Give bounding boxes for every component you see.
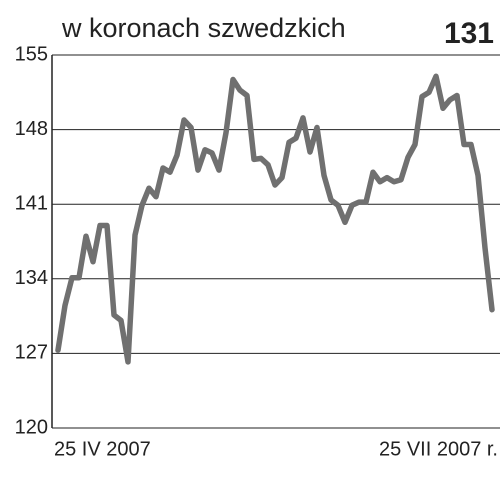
x-tick-label: 25 VII 2007 r. <box>379 438 498 460</box>
current-value: 131 <box>444 17 494 50</box>
y-tick-label: 127 <box>15 342 48 364</box>
y-tick-label: 141 <box>15 192 48 214</box>
y-tick-label: 120 <box>15 416 48 438</box>
data-line <box>55 73 495 365</box>
y-tick-label: 148 <box>15 118 48 140</box>
y-tick-label: 134 <box>15 267 48 289</box>
x-tick-label: 25 IV 2007 <box>54 438 151 460</box>
y-tick-label: 155 <box>15 43 48 65</box>
chart-title: w koronach szwedzkich <box>61 13 346 43</box>
